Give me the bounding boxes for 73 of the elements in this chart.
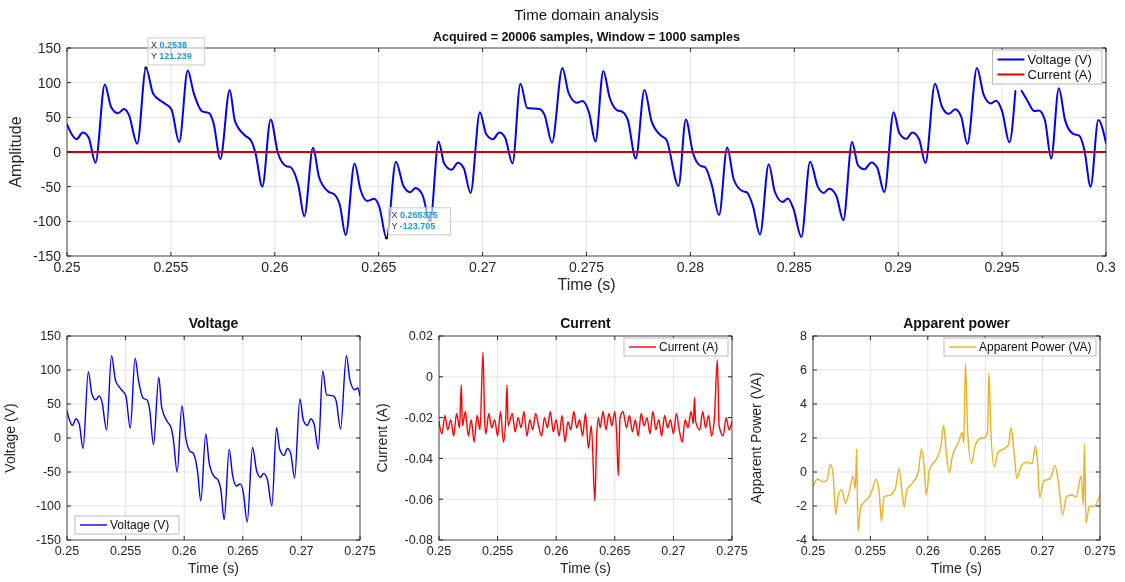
chart-title: Voltage [188, 315, 239, 331]
legend-label: Voltage (V) [110, 518, 170, 533]
y-tick-label: -100 [35, 499, 62, 514]
y-tick-label: 0 [54, 431, 62, 446]
x-tick-label: 0.275 [1084, 544, 1116, 558]
x-tick-label: 0.26 [261, 259, 289, 276]
x-tick-label: 0.255 [109, 544, 142, 558]
x-tick-label: 0.265 [227, 544, 259, 558]
chart-subtitle: Acquired = 20006 samples, Window = 1000 samples [433, 30, 741, 44]
x-tick-label: 0.265 [361, 259, 397, 276]
x-axis-title: Time (s) [188, 559, 239, 576]
chart-title: Time domain analysis [514, 6, 659, 23]
x-axis-title: Time (s) [560, 559, 611, 576]
x-tick-label: 0.26 [544, 544, 569, 558]
y-tick-label: -50 [42, 465, 62, 480]
x-tick-label: 0.295 [984, 259, 1020, 276]
legend-label: Voltage (V) [1027, 52, 1092, 68]
y-axis-title: Amplitude [7, 116, 24, 188]
x-tick-label: 0.26 [915, 544, 940, 558]
x-tick-label: 0.275 [716, 544, 748, 558]
y-tick-label: 0 [426, 370, 434, 385]
y-tick-label: 4 [800, 397, 808, 412]
y-tick-label: 50 [47, 397, 62, 412]
x-tick-label: 0.255 [481, 544, 514, 558]
x-axis-title: Time (s) [931, 559, 982, 576]
y-tick-label: 150 [40, 329, 62, 344]
y-tick-label: 100 [37, 74, 62, 91]
y-tick-label: 6 [800, 363, 808, 378]
y-tick-label: -150 [32, 247, 62, 264]
x-tick-label: 0.27 [289, 544, 314, 558]
y-axis-title: Current (A) [374, 403, 390, 473]
y-tick-label: 0.02 [408, 329, 434, 344]
chart-title: Current [560, 315, 612, 331]
x-tick-label: 0.25 [426, 544, 452, 558]
x-tick-label: 0.27 [661, 544, 686, 558]
y-tick-label: 8 [800, 329, 808, 344]
x-tick-label: 0.26 [172, 544, 197, 558]
x-tick-label: 0.265 [599, 544, 631, 558]
x-tick-label: 0.27 [468, 259, 497, 276]
y-tick-label: -0.02 [404, 410, 434, 425]
x-tick-label: 0.29 [884, 259, 913, 276]
line-series [813, 362, 1100, 532]
y-tick-label: 150 [37, 39, 62, 56]
y-axis-title: Apparent Power (VA) [748, 372, 764, 504]
x-tick-label: 0.275 [568, 259, 605, 276]
y-tick-label: 0 [53, 143, 62, 160]
x-tick-label: 0.275 [344, 544, 376, 558]
x-tick-label: 0.28 [676, 259, 705, 276]
x-tick-label: 0.27 [1030, 544, 1055, 558]
x-tick-label: 0.3 [1096, 259, 1116, 276]
y-tick-label: -2 [795, 499, 808, 514]
y-tick-label: 2 [800, 431, 808, 446]
x-tick-label: 0.285 [776, 259, 813, 276]
legend-label: Current (A) [1027, 67, 1092, 83]
y-tick-label: 0 [800, 465, 808, 480]
y-axis-title: Voltage (V) [2, 403, 18, 473]
x-tick-label: 0.25 [54, 544, 80, 558]
y-tick-label: -50 [40, 178, 62, 195]
x-axis-title: Time (s) [557, 276, 616, 293]
y-tick-label: -0.04 [404, 451, 434, 466]
y-tick-label: 50 [45, 109, 62, 126]
annotation: X 0.265375 Y -123.705 [391, 209, 438, 231]
legend-label: Apparent Power (VA) [979, 340, 1092, 355]
x-tick-label: 0.255 [854, 544, 887, 558]
y-tick-label: -100 [32, 213, 62, 230]
x-tick-label: 0.265 [969, 544, 1001, 558]
y-tick-label: 100 [40, 363, 62, 378]
y-tick-label: -0.06 [404, 492, 434, 507]
chart-title: Apparent power [903, 315, 1011, 331]
x-tick-label: 0.255 [153, 259, 189, 276]
legend-label: Current (A) [659, 340, 719, 355]
x-tick-label: 0.25 [800, 544, 826, 558]
annotation: X 0.2538 Y 121.239 [150, 39, 192, 61]
